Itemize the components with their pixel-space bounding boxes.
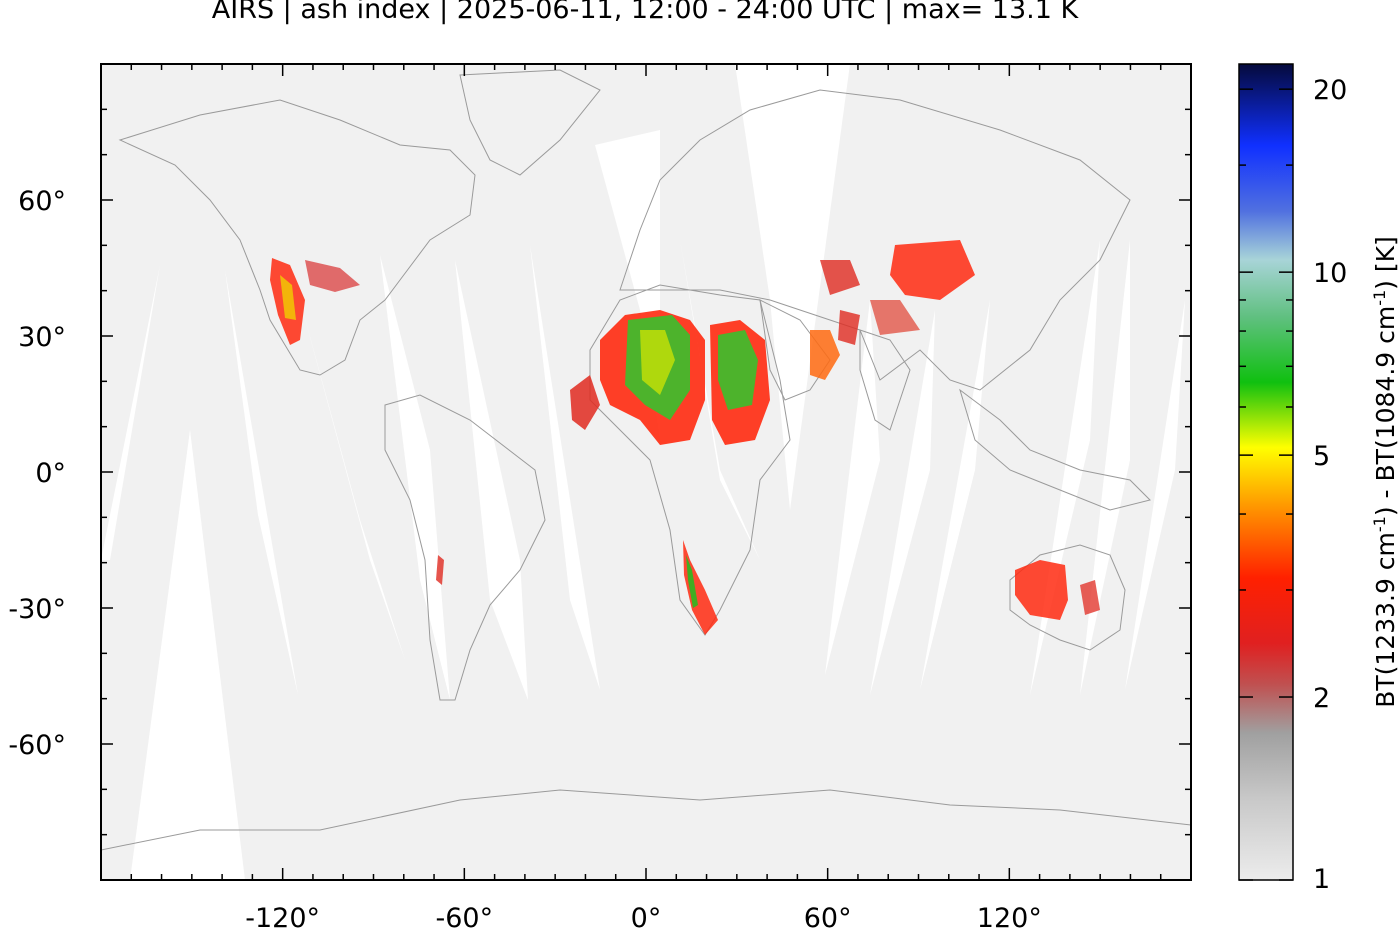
- x-tick-label: -60°: [436, 903, 494, 930]
- y-tick-labels: 60° 30° 0° -30° -60°: [8, 186, 66, 761]
- ash-region-west-africa: [570, 375, 600, 430]
- colorbar-tick-label: 1: [1313, 864, 1330, 895]
- ash-region-australia-east: [1080, 580, 1100, 615]
- colorbar-tick-label: 2: [1313, 683, 1330, 714]
- coastline-southeast-asia: [959, 388, 1151, 511]
- coastline-australia: [1009, 544, 1126, 651]
- swath-gap: [101, 265, 160, 560]
- ash-region-arabia-2: [838, 310, 860, 345]
- coastline-greenland: [459, 69, 601, 176]
- coastline-india: [859, 329, 911, 431]
- ash-region-andes: [436, 555, 444, 585]
- ash-region-north-america-yellow: [280, 275, 296, 320]
- colorbar-tick-label: 20: [1313, 75, 1347, 106]
- colorbar-label: BT(1233.9 cm-1) - BT(1084.9 cm-1) [K]: [1370, 236, 1400, 708]
- colorbar: [1238, 63, 1294, 881]
- ash-region-sahara-east-green: [718, 330, 758, 410]
- coastline-north-america: [118, 99, 476, 376]
- swath-gap: [130, 430, 245, 880]
- y-tick-label: -30°: [8, 594, 66, 625]
- ash-region-arabia: [810, 330, 840, 380]
- colorbar-tick-label: 5: [1313, 441, 1330, 472]
- swath-gap: [735, 64, 850, 510]
- coastline-arabia: [759, 299, 831, 401]
- swath-gap: [1125, 300, 1185, 690]
- ash-region-southern-africa: [683, 540, 718, 635]
- ash-region-southern-africa-green: [686, 555, 698, 608]
- colorbar-tick-labels: 1 2 5 10 20: [1313, 75, 1347, 895]
- ash-region-us-plains: [305, 260, 360, 292]
- swath-gap: [595, 130, 660, 440]
- swath-gap: [825, 300, 880, 675]
- ash-signal-regions: [270, 240, 1100, 635]
- y-tick-label: -60°: [8, 730, 66, 761]
- ash-region-australia: [1015, 560, 1068, 620]
- swath-gap: [870, 310, 935, 695]
- coastline-eurasia: [619, 89, 1131, 391]
- coastline-south-america: [384, 394, 546, 701]
- ash-region-central-asia-2: [820, 260, 860, 295]
- y-tick-label: 30°: [18, 322, 66, 353]
- ash-region-central-asia: [890, 240, 975, 300]
- swath-gap: [530, 245, 600, 690]
- x-tick-label: -120°: [245, 903, 320, 930]
- colorbar-ticks: [1239, 88, 1293, 881]
- swath-gap: [225, 270, 298, 695]
- x-tick-label: 60°: [804, 903, 852, 930]
- ash-region-central-asia-3: [870, 300, 920, 335]
- swath-gap: [455, 260, 528, 700]
- x-tick-label: 0°: [631, 903, 662, 930]
- map-layer: [101, 64, 1191, 880]
- y-tick-label: 0°: [35, 458, 66, 489]
- coastline-africa: [589, 284, 791, 636]
- coastlines: [101, 69, 1191, 851]
- colorbar-tick-label: 10: [1313, 258, 1347, 289]
- map-ticks: [101, 64, 1191, 880]
- y-tick-label: 60°: [18, 186, 66, 217]
- chart-title: AIRS | ash index | 2025-06-11, 12:00 - 2…: [211, 0, 1079, 25]
- swath-gap: [920, 300, 990, 690]
- ash-region-sahara-yellow: [640, 330, 675, 395]
- coastline-antarctica: [101, 789, 1191, 851]
- x-tick-label: 120°: [977, 903, 1042, 930]
- x-tick-labels: -120° -60° 0° 60° 120°: [245, 903, 1042, 930]
- swath-gap: [380, 255, 450, 700]
- swath-gaps: [101, 64, 1185, 880]
